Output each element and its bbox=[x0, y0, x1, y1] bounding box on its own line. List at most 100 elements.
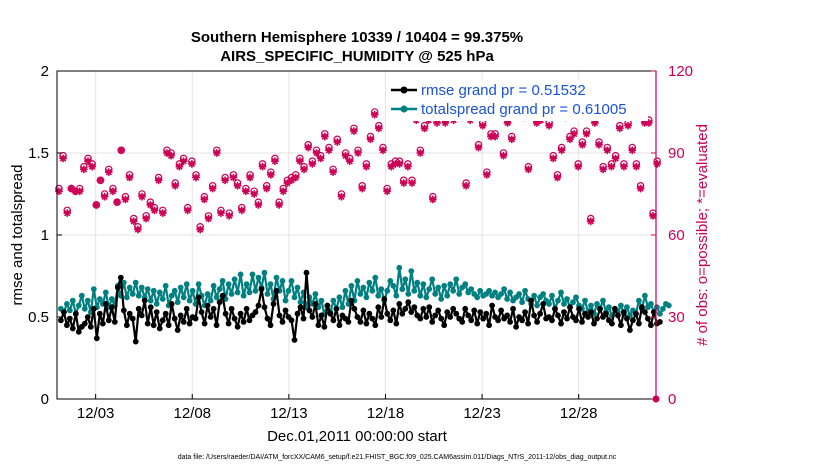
rmse-point bbox=[297, 304, 304, 311]
rmse-point bbox=[168, 301, 175, 307]
rmse-point bbox=[96, 310, 103, 317]
obs-evaluated-marker bbox=[221, 176, 229, 185]
spread-point bbox=[357, 291, 364, 297]
spread-point bbox=[441, 282, 448, 289]
obs-evaluated-marker bbox=[549, 154, 558, 163]
obs-evaluated-marker bbox=[391, 160, 400, 168]
obs-evaluated-marker bbox=[109, 187, 117, 196]
rmse-point bbox=[99, 320, 106, 327]
obs-evaluated-marker bbox=[640, 119, 649, 127]
obs-evaluated-marker bbox=[254, 201, 263, 209]
obs-evaluated-marker bbox=[158, 209, 167, 217]
spread-point bbox=[288, 278, 295, 284]
rmse-point bbox=[153, 309, 160, 315]
rmse-point bbox=[447, 314, 454, 320]
rmse-point bbox=[555, 312, 561, 319]
legend-rmse-label: rmse grand pr = 0.51532 bbox=[421, 82, 586, 99]
rmse-point bbox=[216, 299, 223, 306]
rmse-point bbox=[222, 310, 229, 317]
rmse-point bbox=[393, 320, 400, 327]
spread-point bbox=[534, 302, 540, 309]
rmse-point bbox=[345, 319, 352, 325]
rmse-point bbox=[270, 301, 277, 307]
rmse-point bbox=[213, 322, 220, 329]
x-tick-label: 12/08 bbox=[173, 405, 211, 422]
left-tick-label: 2 bbox=[41, 63, 49, 80]
spread-point bbox=[90, 286, 97, 292]
obs-evaluated-marker bbox=[192, 173, 200, 182]
spread-point bbox=[594, 301, 600, 307]
rmse-point bbox=[327, 310, 334, 317]
obs-evaluated-marker bbox=[75, 187, 84, 196]
rmse-point bbox=[609, 320, 615, 327]
spread-point bbox=[64, 301, 70, 307]
rmse-point bbox=[519, 317, 525, 324]
rmse-point bbox=[405, 299, 412, 306]
rmse-point bbox=[108, 304, 115, 311]
spread-point bbox=[564, 296, 570, 302]
rmse-point bbox=[171, 315, 178, 322]
spread-point bbox=[261, 269, 268, 276]
spread-point bbox=[102, 289, 109, 296]
spread-point bbox=[96, 296, 103, 302]
spread-point bbox=[393, 292, 400, 299]
legend-spread-label: totalspread grand pr = 0.61005 bbox=[421, 101, 627, 118]
obs-evaluated-marker bbox=[433, 119, 441, 127]
obs-evaluated-marker bbox=[267, 171, 275, 179]
obs-evaluated-marker bbox=[271, 157, 279, 165]
rmse-point bbox=[351, 305, 358, 312]
spread-point bbox=[411, 287, 418, 294]
obs-evaluated-marker bbox=[262, 184, 271, 193]
obs-evaluated-marker bbox=[387, 162, 396, 171]
obs-evaluated-marker bbox=[308, 160, 317, 168]
obs-evaluated-marker bbox=[88, 162, 96, 171]
spread-point bbox=[153, 301, 160, 307]
spread-point bbox=[291, 294, 298, 301]
obs-evaluated-marker bbox=[163, 149, 171, 157]
rmse-point bbox=[210, 305, 217, 312]
x-tick-label: 12/23 bbox=[463, 405, 501, 422]
obs-evaluated-marker bbox=[345, 157, 354, 165]
spread-point bbox=[342, 287, 349, 294]
rmse-point bbox=[615, 312, 621, 319]
obs-evaluated-marker bbox=[258, 162, 267, 171]
obs-evaluated-marker bbox=[399, 179, 408, 187]
rmse-point bbox=[93, 335, 100, 342]
spread-point bbox=[180, 294, 187, 301]
legend: rmse grand pr = 0.51532 totalspread gran… bbox=[386, 79, 648, 121]
rmse-point bbox=[159, 317, 166, 324]
spread-point bbox=[348, 282, 355, 289]
obs-evaluated-marker bbox=[557, 146, 566, 155]
chart-title: Southern Hemisphere 10339 / 10404 = 99.3… bbox=[191, 29, 523, 46]
rmse-point bbox=[195, 294, 202, 301]
rmse-point bbox=[138, 312, 145, 319]
obs-evaluated-marker bbox=[67, 184, 76, 193]
spread-point bbox=[426, 286, 433, 292]
obs-evaluated-marker bbox=[420, 124, 429, 133]
spread-point bbox=[372, 274, 379, 281]
spread-point bbox=[183, 281, 190, 288]
obs-evaluated-marker bbox=[208, 184, 217, 193]
rmse-point bbox=[420, 305, 427, 312]
spread-point bbox=[189, 287, 196, 294]
spread-point bbox=[228, 291, 235, 297]
spread-point bbox=[363, 294, 370, 301]
spread-point bbox=[606, 304, 612, 311]
x-axis: 12/03 12/08 12/13 12/18 12/23 12/28 bbox=[77, 394, 597, 422]
obs-evaluated-marker bbox=[304, 143, 312, 152]
rmse-point bbox=[462, 305, 469, 312]
rmse-point bbox=[321, 323, 328, 330]
rmse-point bbox=[639, 304, 645, 311]
spread-point bbox=[69, 297, 76, 304]
rmse-point bbox=[183, 305, 190, 312]
spread-point bbox=[207, 297, 214, 304]
spread-point bbox=[312, 291, 319, 297]
obs-evaluated-marker bbox=[611, 154, 620, 163]
obs-evaluated-marker bbox=[171, 182, 180, 190]
right-tick-label: 60 bbox=[668, 227, 685, 244]
rmse-point bbox=[636, 320, 642, 327]
rmse-point bbox=[645, 315, 651, 322]
rmse-point bbox=[330, 317, 337, 324]
rmse-point bbox=[438, 315, 445, 322]
